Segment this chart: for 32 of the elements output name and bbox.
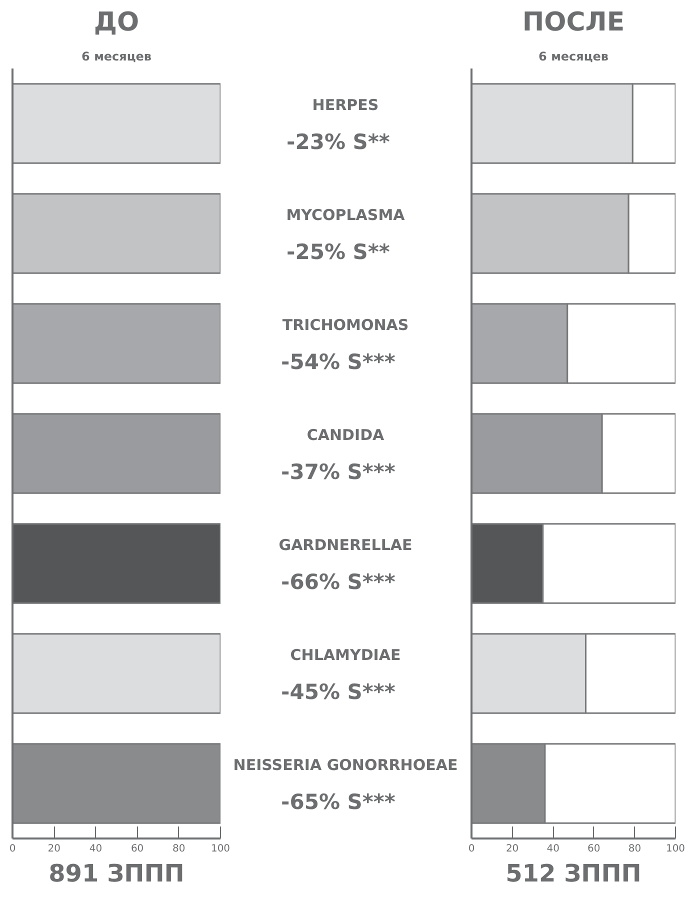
- x-tick-label: 40: [89, 844, 102, 854]
- x-tick-label: 100: [210, 844, 230, 854]
- x-tick-label: 20: [48, 844, 60, 854]
- text: -66% S***: [281, 570, 396, 594]
- text: -25% S**: [286, 240, 390, 264]
- x-tick-label: 0: [9, 844, 16, 854]
- category-label: CHLAMYDIAE: [290, 646, 401, 664]
- x-axis-title: 512 ЗППП: [506, 860, 642, 888]
- text: -65% S***: [281, 790, 396, 814]
- chart-title: ДО: [94, 8, 140, 38]
- text: -37% S***: [281, 460, 396, 484]
- text: -54% S***: [281, 350, 396, 374]
- category-label: MYCOPLASMA: [286, 206, 405, 224]
- chart-subtitle: 6 месяцев: [538, 50, 609, 64]
- x-tick-label: 80: [628, 844, 642, 854]
- text: -23% S**: [286, 130, 390, 154]
- chart-title: ПОСЛЕ: [522, 8, 625, 38]
- x-tick-label: 60: [130, 844, 144, 854]
- category-label: NEISSERIA GONORRHOEAE: [233, 756, 458, 774]
- x-tick-label: 100: [666, 844, 686, 854]
- category-label: CANDIDA: [306, 426, 384, 444]
- x-axis-title: 891 ЗППП: [48, 860, 184, 888]
- chart-subtitle: 6 месяцев: [82, 50, 152, 64]
- category-label: GARDNERELLAE: [278, 536, 412, 554]
- category-label: TRICHOMONAS: [282, 316, 409, 334]
- category-label: HERPES: [312, 96, 379, 114]
- x-tick-label: 0: [468, 844, 475, 854]
- x-tick-label: 20: [506, 844, 519, 854]
- x-tick-label: 60: [588, 844, 600, 854]
- x-tick-label: 40: [546, 844, 560, 854]
- x-tick-label: 80: [172, 844, 186, 854]
- text: -45% S***: [281, 680, 396, 704]
